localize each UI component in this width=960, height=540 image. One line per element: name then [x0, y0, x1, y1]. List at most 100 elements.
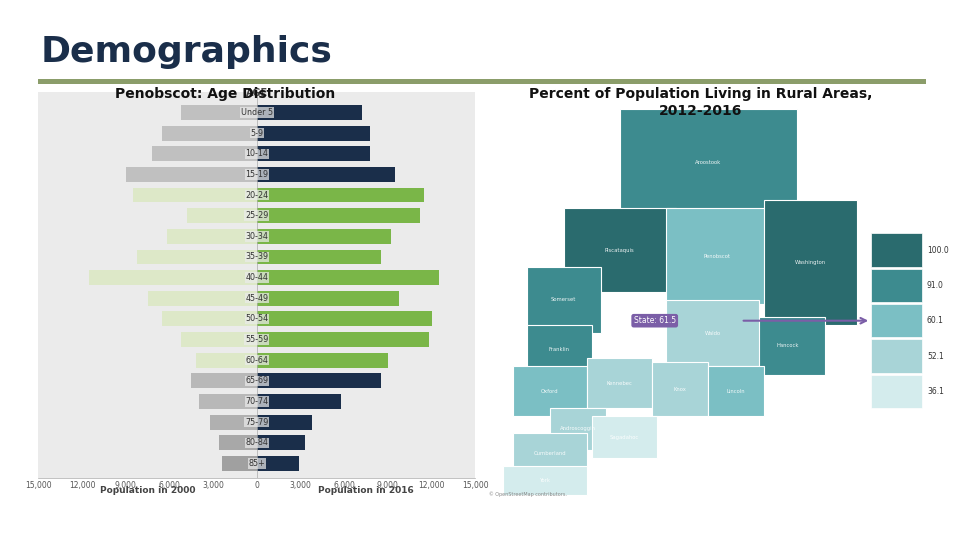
- Text: Hancock: Hancock: [776, 343, 799, 348]
- Bar: [191, 374, 257, 388]
- Bar: [257, 394, 341, 409]
- Bar: [166, 229, 257, 244]
- Bar: [187, 208, 257, 223]
- Bar: [257, 353, 388, 368]
- Text: 30-34: 30-34: [246, 232, 268, 241]
- Bar: [257, 332, 428, 347]
- Bar: [219, 435, 257, 450]
- Text: 60.1: 60.1: [927, 316, 944, 325]
- Bar: [210, 415, 257, 430]
- Bar: [162, 126, 257, 140]
- Text: Androscoggin: Androscoggin: [560, 426, 596, 431]
- Text: 10-14: 10-14: [246, 149, 268, 158]
- Bar: [257, 415, 312, 430]
- Bar: [89, 270, 257, 285]
- Text: 35-39: 35-39: [245, 253, 269, 261]
- Text: 75-79: 75-79: [245, 417, 269, 427]
- Bar: [257, 249, 380, 265]
- Bar: [513, 433, 588, 475]
- Bar: [126, 167, 257, 182]
- Bar: [550, 408, 606, 450]
- Bar: [257, 270, 439, 285]
- Text: Washington: Washington: [795, 260, 827, 265]
- Text: 60-64: 60-64: [246, 356, 268, 364]
- Text: State: 61.5: State: 61.5: [634, 316, 676, 325]
- Text: 85+: 85+: [249, 459, 265, 468]
- Bar: [526, 325, 591, 375]
- Bar: [257, 208, 420, 223]
- Bar: [257, 167, 396, 182]
- Bar: [181, 332, 257, 347]
- Bar: [503, 466, 588, 495]
- Bar: [196, 353, 257, 368]
- Text: Knox: Knox: [674, 387, 686, 392]
- Text: 36.1: 36.1: [927, 387, 944, 396]
- Text: 52.1: 52.1: [927, 352, 944, 361]
- Text: 45-49: 45-49: [245, 294, 269, 303]
- Text: 15-19: 15-19: [245, 170, 269, 179]
- Bar: [257, 146, 371, 161]
- Bar: [871, 304, 923, 338]
- Text: Aroostook: Aroostook: [695, 160, 721, 165]
- Text: Percent of Population Living in Rural Areas,
2012-2016: Percent of Population Living in Rural Ar…: [529, 87, 873, 118]
- Bar: [257, 374, 380, 388]
- Text: Sagadahoc: Sagadahoc: [610, 435, 639, 440]
- Text: AGE: AGE: [246, 88, 268, 98]
- Bar: [666, 300, 759, 367]
- Bar: [871, 340, 923, 373]
- Text: Penobscot: Age Distribution: Penobscot: Age Distribution: [115, 87, 336, 102]
- Bar: [222, 456, 257, 471]
- Bar: [513, 367, 588, 416]
- Text: Population in 2000: Population in 2000: [100, 486, 195, 495]
- Text: 91.0: 91.0: [927, 281, 944, 290]
- Text: Waldo: Waldo: [705, 330, 721, 336]
- Bar: [257, 291, 399, 306]
- Text: © OpenStreetMap contributors.: © OpenStreetMap contributors.: [490, 492, 567, 497]
- Bar: [162, 312, 257, 326]
- Text: Under 5: Under 5: [241, 108, 273, 117]
- Bar: [257, 105, 362, 120]
- Text: Somerset: Somerset: [551, 298, 577, 302]
- Text: 50-54: 50-54: [245, 314, 269, 323]
- Text: Oxford: Oxford: [541, 389, 559, 394]
- Bar: [257, 187, 424, 202]
- Text: 65-69: 65-69: [245, 376, 269, 386]
- Bar: [148, 291, 257, 306]
- Bar: [652, 362, 708, 416]
- Bar: [588, 358, 652, 408]
- Text: 70-74: 70-74: [245, 397, 269, 406]
- Bar: [871, 375, 923, 408]
- Text: Kennebec: Kennebec: [607, 381, 633, 386]
- Bar: [257, 312, 432, 326]
- Text: Population in 2016: Population in 2016: [318, 486, 414, 495]
- Bar: [591, 416, 657, 458]
- Bar: [666, 208, 769, 304]
- Text: 55-59: 55-59: [245, 335, 269, 344]
- Bar: [750, 316, 825, 375]
- Text: Penobscot: Penobscot: [704, 254, 731, 259]
- Bar: [708, 367, 764, 416]
- Bar: [564, 208, 676, 292]
- Bar: [526, 267, 601, 333]
- Text: 80-84: 80-84: [246, 438, 268, 447]
- Text: 100.0: 100.0: [927, 246, 948, 254]
- Text: Cumberland: Cumberland: [534, 451, 566, 456]
- Text: 20-24: 20-24: [245, 191, 269, 200]
- Text: Piscataquis: Piscataquis: [605, 247, 635, 253]
- Bar: [181, 105, 257, 120]
- Text: Demographics: Demographics: [40, 35, 332, 69]
- Bar: [152, 146, 257, 161]
- Text: 5-9: 5-9: [251, 129, 263, 138]
- Bar: [257, 456, 299, 471]
- Text: Lincoln: Lincoln: [727, 389, 745, 394]
- Bar: [257, 126, 371, 140]
- Bar: [764, 200, 857, 325]
- Bar: [871, 233, 923, 267]
- Text: 40-44: 40-44: [246, 273, 268, 282]
- Bar: [199, 394, 257, 409]
- Text: York: York: [540, 478, 551, 483]
- Bar: [257, 229, 391, 244]
- Bar: [620, 109, 797, 217]
- Bar: [257, 435, 305, 450]
- Bar: [137, 249, 257, 265]
